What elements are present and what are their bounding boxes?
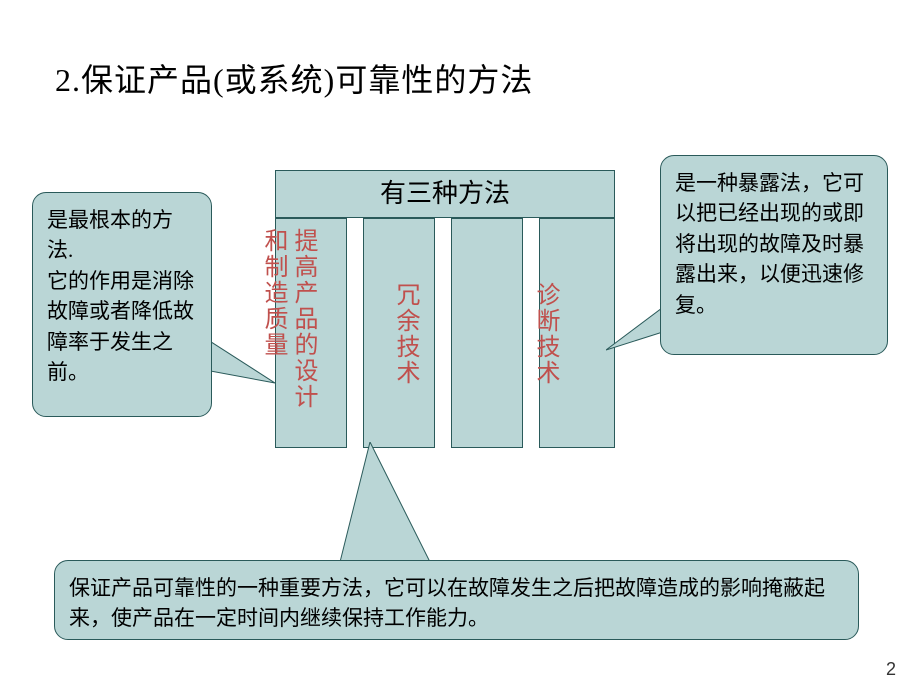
callout-right: 是一种暴露法，它可以把已经出现的或即将出现的故障及时暴露出来，以便迅速修复。 <box>660 155 888 355</box>
callout-bottom-text: 保证产品可靠性的一种重要方法，它可以在故障发生之后把故障造成的影响掩蔽起来，使产… <box>69 576 825 630</box>
banner-text: 有三种方法 <box>380 179 510 208</box>
callout-left: 是最根本的方法.它的作用是消除故障或者降低故障率于发生之前。 <box>32 192 212 417</box>
callout-bottom-tail <box>340 442 450 562</box>
callout-left-text: 是最根本的方法.它的作用是消除故障或者降低故障率于发生之前。 <box>47 208 194 384</box>
callout-bottom: 保证产品可靠性的一种重要方法，它可以在故障发生之后把故障造成的影响掩蔽起来，使产… <box>54 560 859 640</box>
callout-left-tail <box>205 338 285 398</box>
pillar-3 <box>451 218 523 448</box>
vlabel-diagnosis: 诊断技术 <box>530 282 560 386</box>
vlabel-redundancy: 冗余技术 <box>390 282 420 386</box>
methods-banner: 有三种方法 <box>275 170 615 218</box>
slide-title: 2.保证产品(或系统)可靠性的方法 <box>55 55 533 101</box>
callout-right-text: 是一种暴露法，它可以把已经出现的或即将出现的故障及时暴露出来，以便迅速修复。 <box>675 171 864 317</box>
callout-right-tail <box>606 305 666 360</box>
page-number: 2 <box>886 659 896 680</box>
slide: 2.保证产品(或系统)可靠性的方法 有三种方法 提高产品的设计和制造质量 冗余技… <box>0 0 920 690</box>
